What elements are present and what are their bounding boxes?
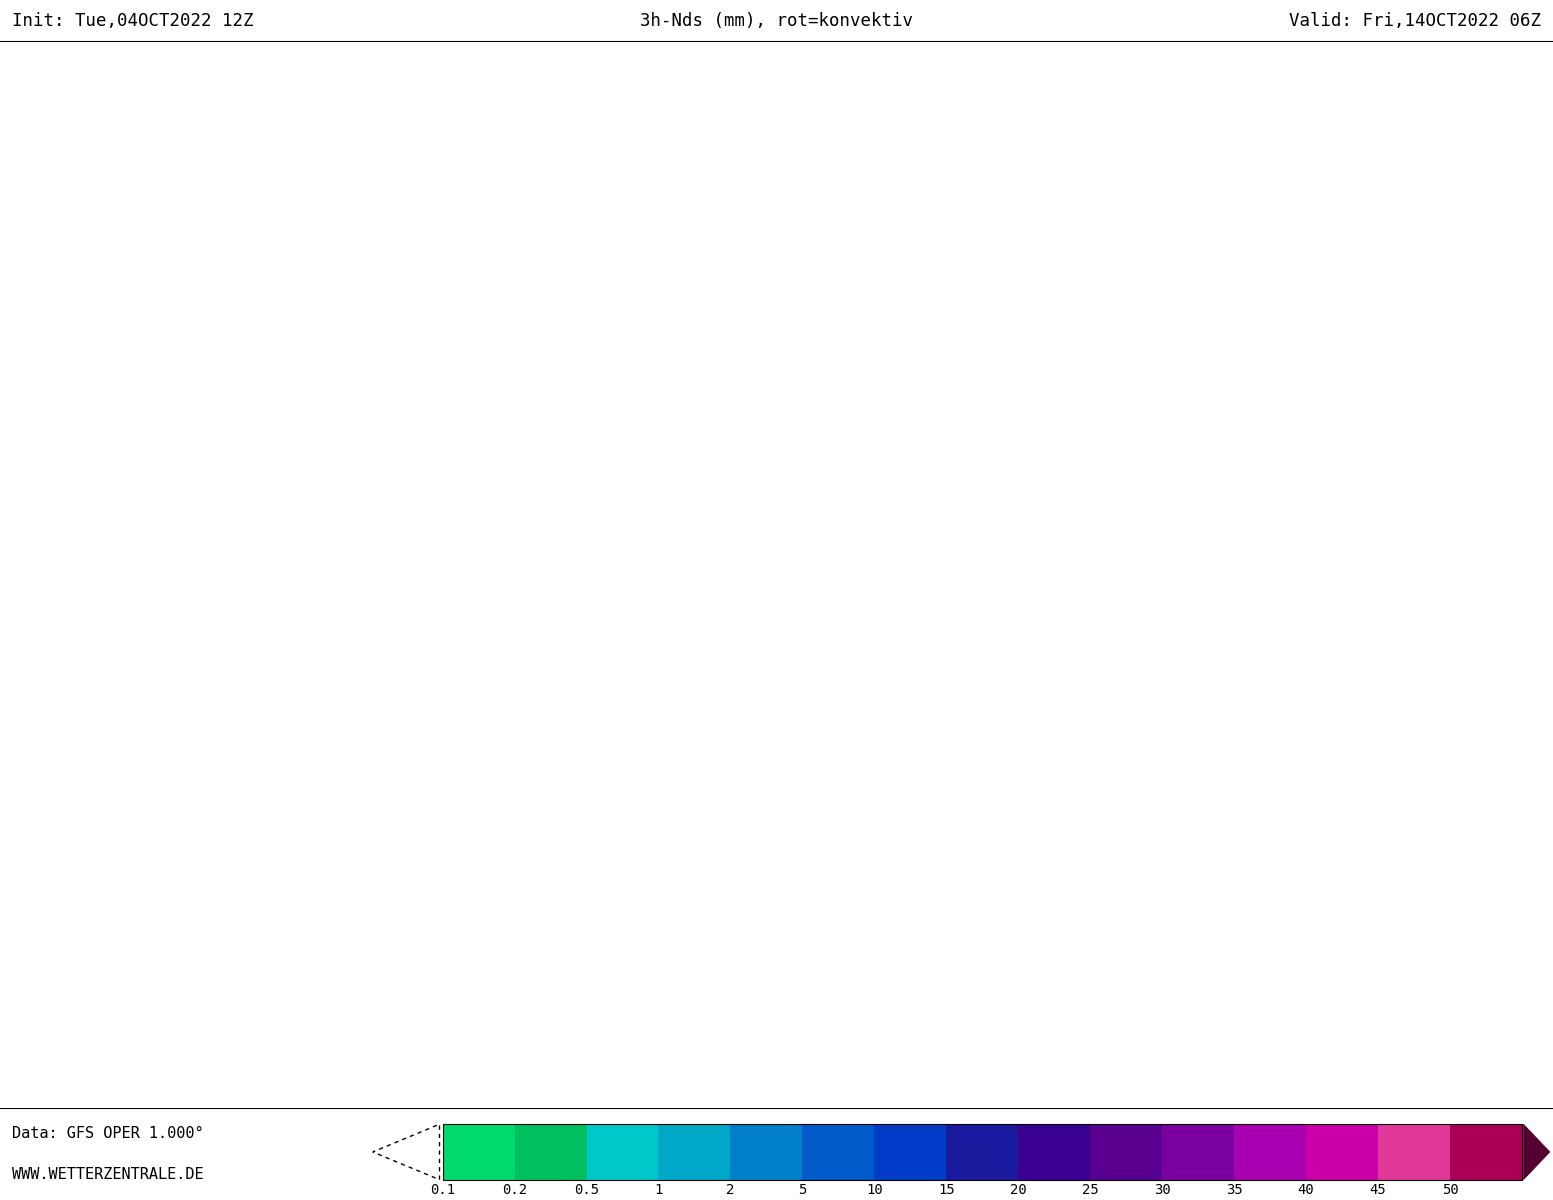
Text: 25: 25 — [1082, 1183, 1098, 1198]
Bar — [1090, 1124, 1162, 1180]
Text: 50: 50 — [1441, 1183, 1458, 1198]
Bar — [1306, 1124, 1378, 1180]
Bar — [443, 1124, 1522, 1180]
Text: Valid: Fri,14OCT2022 06Z: Valid: Fri,14OCT2022 06Z — [1289, 12, 1541, 30]
Text: 1: 1 — [654, 1183, 663, 1198]
Bar — [443, 1124, 514, 1180]
Text: 0.5: 0.5 — [575, 1183, 599, 1198]
Text: 45: 45 — [1370, 1183, 1387, 1198]
Bar — [658, 1124, 730, 1180]
Text: 10: 10 — [867, 1183, 882, 1198]
Bar — [1451, 1124, 1522, 1180]
Text: WWW.WETTERZENTRALE.DE: WWW.WETTERZENTRALE.DE — [12, 1166, 203, 1182]
Text: 0.1: 0.1 — [430, 1183, 455, 1198]
Bar — [1235, 1124, 1306, 1180]
Polygon shape — [1523, 1124, 1550, 1180]
Text: 40: 40 — [1298, 1183, 1314, 1198]
Bar — [946, 1124, 1019, 1180]
Bar — [803, 1124, 874, 1180]
Bar — [1378, 1124, 1451, 1180]
Text: 30: 30 — [1154, 1183, 1171, 1198]
Bar — [1162, 1124, 1235, 1180]
Text: 3h-Nds (mm), rot=konvektiv: 3h-Nds (mm), rot=konvektiv — [640, 12, 913, 30]
Bar — [874, 1124, 946, 1180]
Bar — [730, 1124, 803, 1180]
Text: 20: 20 — [1009, 1183, 1027, 1198]
Bar — [1019, 1124, 1090, 1180]
Text: Init: Tue,04OCT2022 12Z: Init: Tue,04OCT2022 12Z — [12, 12, 255, 30]
Text: 5: 5 — [798, 1183, 806, 1198]
Text: 0.2: 0.2 — [502, 1183, 526, 1198]
Text: Data: GFS OPER 1.000°: Data: GFS OPER 1.000° — [12, 1126, 203, 1141]
Text: 15: 15 — [938, 1183, 955, 1198]
Text: 35: 35 — [1225, 1183, 1242, 1198]
Text: 2: 2 — [727, 1183, 735, 1198]
Bar — [587, 1124, 658, 1180]
Bar — [514, 1124, 587, 1180]
